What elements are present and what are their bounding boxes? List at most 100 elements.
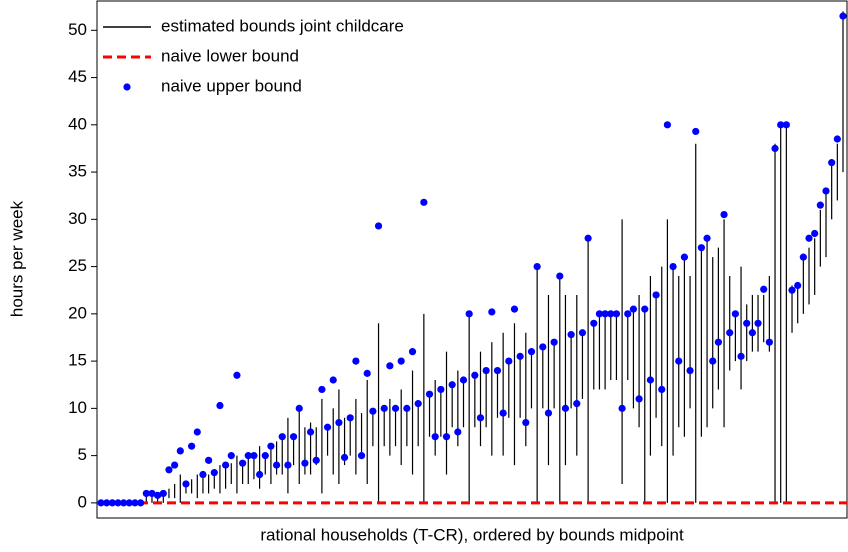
- y-tick-label: 0: [78, 492, 87, 511]
- naive-upper-dot: [754, 319, 762, 327]
- naive-upper-dot: [833, 135, 841, 143]
- naive-upper-dot: [788, 286, 796, 294]
- y-tick-label: 25: [68, 256, 87, 275]
- naive-upper-dot: [590, 319, 598, 327]
- naive-upper-dot: [720, 211, 728, 219]
- naive-upper-dot: [176, 447, 184, 455]
- naive-upper-dot: [533, 262, 541, 271]
- naive-upper-dot: [391, 404, 400, 412]
- naive-upper-dot: [306, 428, 315, 436]
- naive-upper-dot: [499, 409, 507, 417]
- naive-upper-dot: [618, 404, 626, 412]
- plot-frame: [96, 0, 848, 519]
- naive-upper-dot: [777, 121, 785, 129]
- y-tick-label: 45: [68, 67, 87, 86]
- naive-upper-dot: [97, 499, 105, 507]
- naive-upper-dot: [131, 499, 139, 507]
- naive-upper-dot: [737, 352, 745, 360]
- naive-upper-dot: [505, 357, 513, 365]
- naive-upper-dot: [386, 362, 394, 370]
- naive-upper-dot: [154, 491, 162, 499]
- naive-upper-dot: [420, 198, 428, 206]
- x-axis-label: rational households (T-CR), ordered by b…: [260, 525, 684, 544]
- naive-upper-dot: [244, 452, 252, 460]
- legend-dot: [123, 83, 131, 91]
- naive-upper-dot: [488, 308, 496, 316]
- naive-upper-dot: [697, 244, 705, 252]
- naive-upper-dot: [318, 385, 326, 394]
- naive-upper-dot: [635, 395, 643, 403]
- naive-upper-dot: [544, 409, 553, 417]
- naive-upper-dot: [601, 310, 609, 318]
- naive-upper-dot: [493, 366, 502, 375]
- naive-upper-dot: [459, 376, 468, 384]
- naive-upper-dot: [652, 291, 660, 299]
- naive-upper-dot: [703, 234, 711, 242]
- naive-upper-dot: [839, 12, 847, 20]
- naive-upper-dot: [799, 253, 807, 261]
- naive-upper-dot: [771, 144, 779, 153]
- naive-upper-dot: [465, 310, 473, 318]
- naive-upper-dot: [357, 452, 366, 460]
- naive-upper-dot: [148, 489, 156, 498]
- naive-upper-dot: [199, 470, 207, 479]
- naive-upper-dot: [222, 461, 230, 469]
- naive-upper-dot: [629, 305, 638, 313]
- naive-upper-dot: [454, 428, 462, 436]
- naive-upper-dot: [193, 428, 201, 436]
- naive-upper-dot: [272, 461, 281, 469]
- naive-upper-dot: [182, 480, 190, 488]
- naive-upper-dot: [714, 338, 722, 346]
- naive-upper-dot: [114, 499, 122, 507]
- naive-upper-dot: [374, 222, 383, 230]
- naive-upper-dot: [811, 229, 819, 238]
- naive-upper-dot: [782, 121, 790, 129]
- naive-upper-dot: [816, 201, 824, 209]
- naive-upper-dot: [227, 452, 235, 460]
- naive-upper-dot: [267, 442, 275, 450]
- naive-upper-dot: [261, 452, 269, 460]
- y-tick-label: 40: [68, 114, 87, 133]
- naive-upper-dot: [550, 338, 558, 346]
- naive-upper-dot: [425, 390, 434, 398]
- naive-upper-dot: [573, 400, 581, 408]
- naive-upper-dot: [442, 433, 451, 441]
- naive-upper-dot: [363, 369, 371, 377]
- naive-upper-dot: [380, 404, 388, 412]
- naive-upper-dot: [658, 385, 666, 394]
- naive-upper-dot: [171, 461, 179, 469]
- naive-upper-dot: [397, 357, 405, 365]
- legend-label: naive upper bound: [161, 76, 302, 95]
- naive-upper-dot: [675, 357, 683, 365]
- naive-upper-dot: [709, 357, 717, 365]
- naive-upper-dot: [726, 329, 734, 337]
- naive-upper-dot: [578, 329, 587, 337]
- naive-upper-dot: [527, 348, 536, 356]
- naive-upper-dot: [624, 310, 632, 318]
- naive-upper-dot: [120, 499, 128, 507]
- naive-upper-dot: [476, 414, 485, 422]
- naive-upper-dot: [760, 285, 768, 293]
- naive-upper-dot: [108, 499, 116, 507]
- naive-upper-dot: [828, 159, 836, 167]
- legend-label: naive lower bound: [161, 46, 299, 65]
- y-tick-label: 5: [78, 445, 87, 464]
- naive-upper-dot: [556, 272, 564, 280]
- naive-upper-dot: [216, 401, 224, 410]
- naive-upper-dot: [822, 187, 830, 195]
- legend-label: estimated bounds joint childcare: [161, 16, 404, 35]
- naive-upper-dot: [669, 262, 677, 271]
- naive-upper-dot: [295, 404, 303, 412]
- naive-upper-dot: [301, 459, 309, 467]
- naive-upper-dot: [289, 433, 298, 441]
- naive-upper-dot: [437, 385, 445, 394]
- y-tick-label: 10: [68, 398, 87, 417]
- y-tick-label: 35: [68, 162, 87, 181]
- y-axis-label: hours per week: [7, 200, 26, 317]
- naive-upper-dot: [312, 456, 320, 464]
- naive-upper-dot: [103, 499, 111, 507]
- naive-upper-dot: [205, 456, 213, 464]
- naive-upper-dot: [765, 338, 773, 346]
- naive-upper-dot: [663, 121, 672, 129]
